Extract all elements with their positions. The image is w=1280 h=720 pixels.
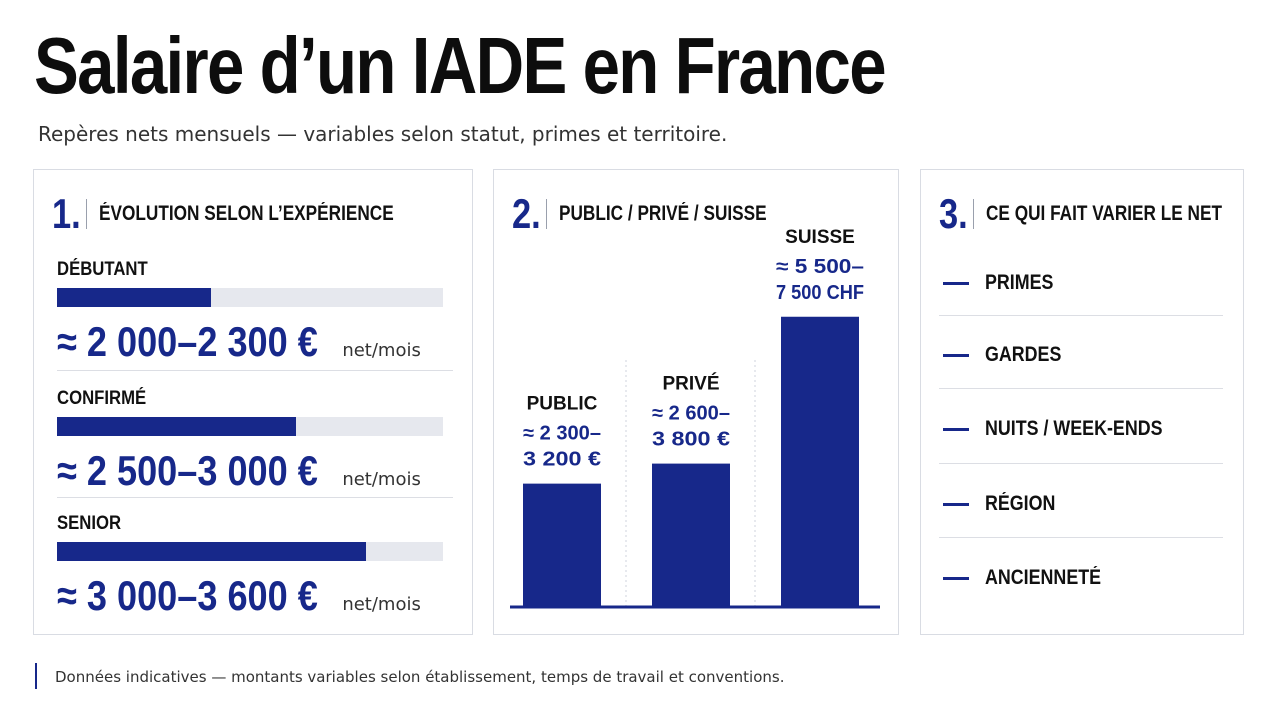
bar-category-label: SUISSE — [785, 227, 855, 248]
divider — [939, 463, 1223, 464]
salary-unit: net/mois — [342, 594, 421, 615]
salary-range: ≈ 2 000–2 300 € — [57, 318, 318, 365]
level-debutant: DÉBUTANT ≈ 2 000–2 300 € net/mois — [57, 258, 443, 368]
salary-unit: net/mois — [342, 340, 421, 361]
level-confirme: CONFIRMÉ ≈ 2 500–3 000 € net/mois — [57, 387, 443, 497]
factor-label: ANCIENNETÉ — [985, 566, 1102, 589]
bar-value-label: ≈ 2 600– — [652, 403, 730, 425]
factors-panel-header: 3. CE QUI FAIT VARIER LE NET — [939, 192, 1274, 236]
panel-number: 2. — [512, 190, 541, 237]
dash-icon — [943, 502, 969, 506]
dash-icon — [943, 427, 969, 431]
factor-item-primes: PRIMES — [943, 263, 1225, 303]
divider — [57, 370, 453, 371]
factor-item-region: RÉGION — [943, 484, 1225, 524]
sector-bar-chart: 3 200 € ≈ 2 300– PUBLIC 3 800 € ≈ 2 600– PRIV… — [510, 227, 880, 609]
panel-number: 1. — [52, 190, 81, 237]
dash-icon — [943, 353, 969, 357]
level-label: CONFIRMÉ — [57, 388, 147, 409]
salary-unit: net/mois — [342, 469, 421, 490]
progress-fill — [57, 417, 297, 436]
bar-category-label: PUBLIC — [527, 394, 598, 415]
bar-value-label: ≈ 2 300– — [523, 423, 601, 445]
progress-fill — [57, 542, 366, 561]
level-value-row: ≈ 3 000–3 600 € net/mois — [57, 570, 443, 622]
bar-value-label: 3 200 € — [523, 449, 601, 471]
factor-label: PRIMES — [985, 271, 1054, 294]
bar-1 — [523, 483, 601, 606]
panel-title: ÉVOLUTION SELON L’EXPÉRIENCE — [99, 202, 394, 225]
sector-panel-header: 2. PUBLIC / PRIVÉ / SUISSE — [512, 192, 812, 236]
level-value-row: ≈ 2 000–2 300 € net/mois — [57, 316, 443, 368]
divider — [939, 537, 1223, 538]
sector-panel: 2. PUBLIC / PRIVÉ / SUISSE 3 200 € ≈ 2 30… — [493, 169, 899, 635]
dash-icon — [943, 576, 969, 580]
page-subtitle: Repères nets mensuels — variables selon … — [38, 122, 728, 146]
factor-label: NUITS / WEEK-ENDS — [985, 417, 1163, 440]
factor-item-gardes: GARDES — [943, 335, 1225, 375]
progress-track — [57, 542, 443, 561]
page-title: Salaire d’un IADE en France — [34, 21, 887, 110]
experience-panel-header: 1. ÉVOLUTION SELON L’EXPÉRIENCE — [52, 192, 458, 236]
level-senior: SENIOR ≈ 3 000–3 600 € net/mois — [57, 512, 443, 622]
factor-item-anciennete: ANCIENNETÉ — [943, 558, 1225, 598]
level-value-row: ≈ 2 500–3 000 € net/mois — [57, 445, 443, 497]
divider — [57, 497, 453, 498]
progress-track — [57, 288, 443, 307]
factor-label: GARDES — [985, 343, 1062, 366]
footer-note: Données indicatives — montants variables… — [55, 668, 785, 686]
factors-panel: 3. CE QUI FAIT VARIER LE NET PRIMES GARD… — [920, 169, 1244, 635]
level-label: DÉBUTANT — [57, 259, 148, 280]
salary-range: ≈ 2 500–3 000 € — [57, 447, 318, 494]
factor-label: RÉGION — [985, 492, 1056, 515]
bar-value-label: ≈ 5 500– — [776, 256, 864, 278]
divider — [939, 388, 1223, 389]
progress-track — [57, 417, 443, 436]
bar-value-label: 7 500 CHF — [776, 282, 864, 304]
bar-category-label: PRIVÉ — [662, 373, 719, 395]
panel-separator — [546, 199, 547, 229]
panel-title: CE QUI FAIT VARIER LE NET — [986, 202, 1222, 225]
footer-accent-bar — [35, 663, 37, 689]
panel-number: 3. — [939, 190, 968, 237]
panel-title: PUBLIC / PRIVÉ / SUISSE — [559, 202, 767, 225]
bar-3 — [781, 316, 859, 606]
progress-fill — [57, 288, 212, 307]
divider — [939, 315, 1223, 316]
panel-separator — [86, 199, 87, 229]
bar-2 — [652, 463, 730, 606]
panel-separator — [973, 199, 974, 229]
dash-icon — [943, 281, 969, 285]
salary-range: ≈ 3 000–3 600 € — [57, 572, 318, 619]
experience-panel: 1. ÉVOLUTION SELON L’EXPÉRIENCE DÉBUTANT… — [33, 169, 473, 635]
level-label: SENIOR — [57, 513, 122, 534]
bar-value-label: 3 800 € — [652, 429, 730, 451]
factor-item-nuits: NUITS / WEEK-ENDS — [943, 409, 1225, 449]
